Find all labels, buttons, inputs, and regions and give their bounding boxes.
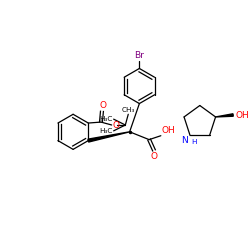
Text: H₃C: H₃C bbox=[99, 116, 113, 122]
Text: H: H bbox=[191, 140, 196, 145]
Text: O: O bbox=[113, 120, 120, 130]
Polygon shape bbox=[216, 114, 233, 117]
Text: H₃C: H₃C bbox=[99, 128, 113, 134]
Text: O: O bbox=[150, 152, 158, 161]
Text: N: N bbox=[182, 136, 188, 145]
Polygon shape bbox=[88, 132, 130, 142]
Text: CH₃: CH₃ bbox=[122, 107, 135, 113]
Text: Br: Br bbox=[134, 51, 144, 60]
Text: OH: OH bbox=[235, 110, 249, 120]
Text: OH: OH bbox=[162, 126, 175, 135]
Text: O: O bbox=[100, 102, 106, 110]
